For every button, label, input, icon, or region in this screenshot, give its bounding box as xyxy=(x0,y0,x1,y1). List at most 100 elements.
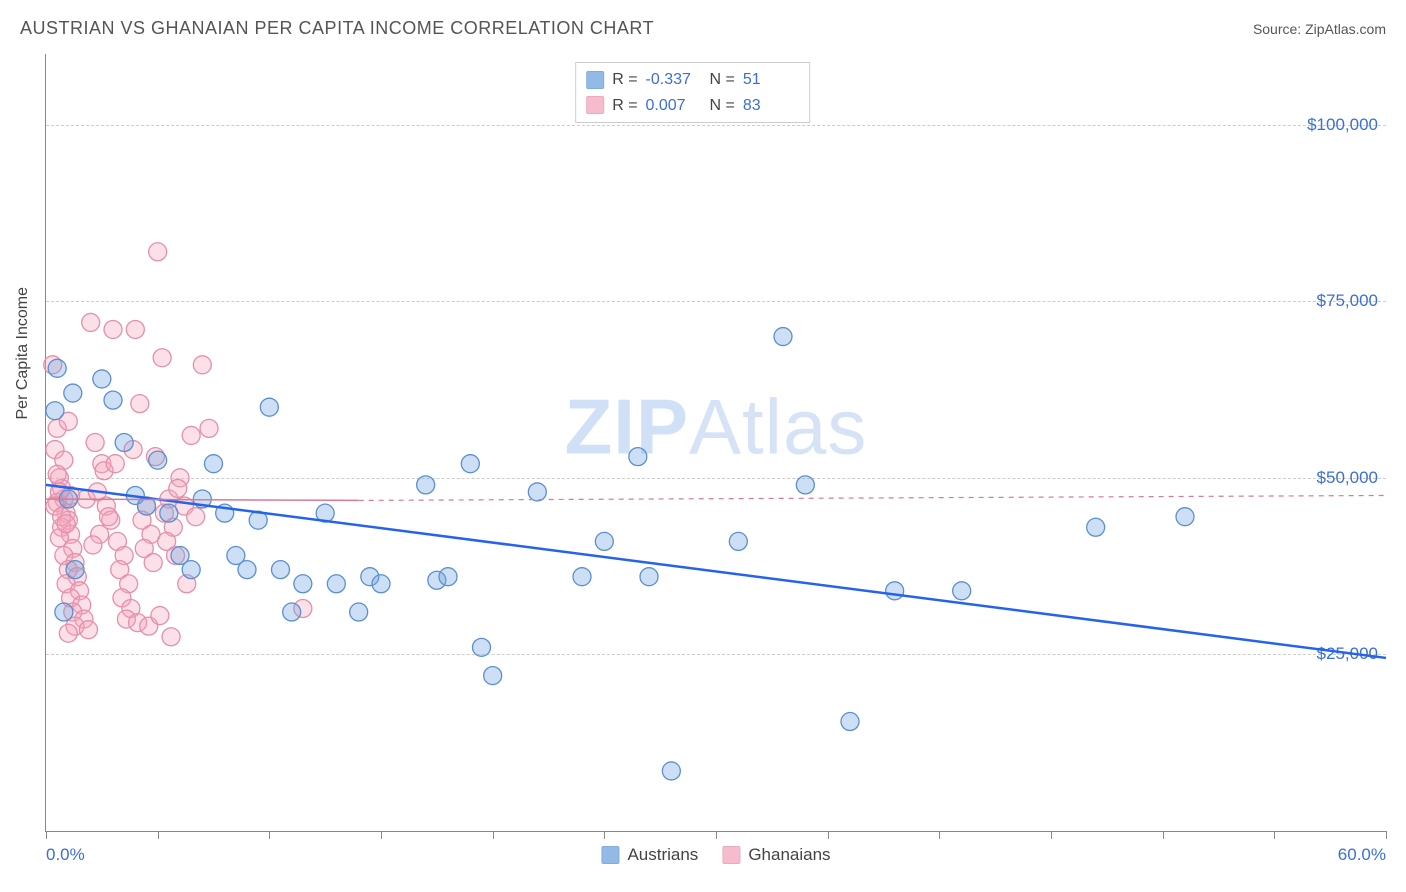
legend-swatch-ghanaians xyxy=(586,96,604,114)
data-point xyxy=(187,508,205,526)
legend-swatch-austrians xyxy=(586,71,604,89)
x-axis-max-label: 60.0% xyxy=(1338,845,1386,865)
data-point xyxy=(439,568,457,586)
x-axis-min-label: 0.0% xyxy=(46,845,85,865)
x-tick xyxy=(46,831,47,839)
x-tick xyxy=(716,831,717,839)
data-point xyxy=(473,638,491,656)
data-point xyxy=(796,476,814,494)
data-point xyxy=(86,434,104,452)
data-point xyxy=(662,762,680,780)
x-tick xyxy=(1386,831,1387,839)
data-point xyxy=(640,568,658,586)
data-point xyxy=(238,561,256,579)
stats-row-ghanaians: R = 0.007 N = 83 xyxy=(586,93,799,119)
data-point xyxy=(182,426,200,444)
data-point xyxy=(350,603,368,621)
r-value-ghanaians: 0.007 xyxy=(646,93,702,119)
legend-swatch-icon xyxy=(601,846,619,864)
data-point xyxy=(205,455,223,473)
x-tick xyxy=(493,831,494,839)
data-point xyxy=(84,536,102,554)
scatter-svg xyxy=(46,54,1386,831)
data-point xyxy=(100,508,118,526)
stats-row-austrians: R = -0.337 N = 51 xyxy=(586,67,799,93)
data-point xyxy=(528,483,546,501)
data-point xyxy=(57,515,75,533)
data-point xyxy=(953,582,971,600)
data-point xyxy=(149,451,167,469)
data-point xyxy=(1176,508,1194,526)
legend-item-austrians: Austrians xyxy=(601,845,698,865)
data-point xyxy=(104,391,122,409)
data-point xyxy=(169,479,187,497)
data-point xyxy=(79,621,97,639)
n-value-ghanaians: 83 xyxy=(743,93,799,119)
n-label: N = xyxy=(710,93,735,119)
data-point xyxy=(886,582,904,600)
n-label: N = xyxy=(710,67,735,93)
x-tick xyxy=(939,831,940,839)
x-tick xyxy=(381,831,382,839)
data-point xyxy=(595,532,613,550)
data-point xyxy=(294,575,312,593)
x-tick xyxy=(269,831,270,839)
data-point xyxy=(461,455,479,473)
data-point xyxy=(162,628,180,646)
data-point xyxy=(126,320,144,338)
legend-item-ghanaians: Ghanaians xyxy=(722,845,830,865)
legend-label-ghanaians: Ghanaians xyxy=(748,845,830,865)
data-point xyxy=(260,398,278,416)
data-point xyxy=(64,384,82,402)
source-label: Source: xyxy=(1253,21,1301,37)
data-point xyxy=(48,465,66,483)
n-value-austrians: 51 xyxy=(743,67,799,93)
series-legend: Austrians Ghanaians xyxy=(601,845,830,865)
data-point xyxy=(104,320,122,338)
data-point xyxy=(774,328,792,346)
data-point xyxy=(729,532,747,550)
data-point xyxy=(160,504,178,522)
r-label: R = xyxy=(612,67,637,93)
data-point xyxy=(327,575,345,593)
x-tick xyxy=(1051,831,1052,839)
data-point xyxy=(1087,518,1105,536)
data-point xyxy=(193,356,211,374)
legend-label-austrians: Austrians xyxy=(627,845,698,865)
data-point xyxy=(59,624,77,642)
data-point xyxy=(272,561,290,579)
data-point xyxy=(841,713,859,731)
data-point xyxy=(82,313,100,331)
plot-area: ZIPAtlas $25,000$50,000$75,000$100,000 R… xyxy=(45,54,1386,832)
r-label: R = xyxy=(612,93,637,119)
trend-line-extrapolated xyxy=(359,495,1386,500)
data-point xyxy=(131,395,149,413)
data-point xyxy=(283,603,301,621)
source-attribution: Source: ZipAtlas.com xyxy=(1253,21,1386,37)
data-point xyxy=(144,554,162,572)
data-point xyxy=(153,349,171,367)
source-value: ZipAtlas.com xyxy=(1305,21,1386,37)
r-value-austrians: -0.337 xyxy=(646,67,702,93)
x-tick xyxy=(828,831,829,839)
legend-swatch-icon xyxy=(722,846,740,864)
data-point xyxy=(93,370,111,388)
data-point xyxy=(417,476,435,494)
data-point xyxy=(66,561,84,579)
chart-title: AUSTRIAN VS GHANAIAN PER CAPITA INCOME C… xyxy=(20,18,654,39)
data-point xyxy=(200,419,218,437)
data-point xyxy=(573,568,591,586)
y-axis-label: Per Capita Income xyxy=(14,287,32,420)
data-point xyxy=(48,359,66,377)
data-point xyxy=(46,402,64,420)
data-point xyxy=(629,448,647,466)
data-point xyxy=(55,603,73,621)
x-tick xyxy=(1163,831,1164,839)
data-point xyxy=(151,607,169,625)
stats-legend: R = -0.337 N = 51 R = 0.007 N = 83 xyxy=(575,62,810,123)
x-tick xyxy=(604,831,605,839)
chart-header: AUSTRIAN VS GHANAIAN PER CAPITA INCOME C… xyxy=(0,0,1406,45)
data-point xyxy=(149,243,167,261)
data-point xyxy=(372,575,390,593)
x-tick xyxy=(1274,831,1275,839)
